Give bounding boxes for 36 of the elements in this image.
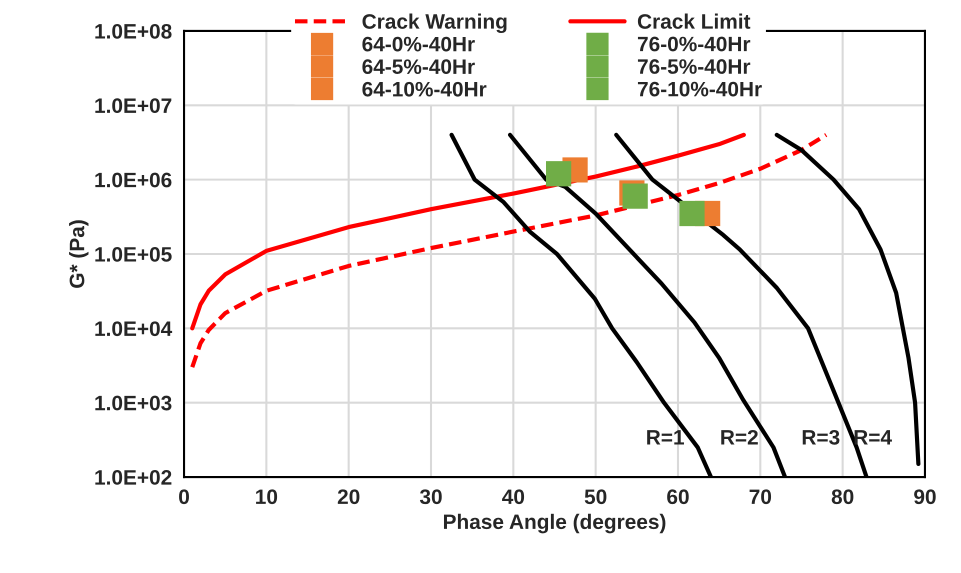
y-tick-label: 1.0E+07 bbox=[95, 98, 172, 114]
legend-label: 76-5%-40Hr bbox=[638, 59, 750, 74]
annotation: R=1 bbox=[647, 430, 684, 444]
annotation: R=4 bbox=[854, 430, 892, 444]
x-tick-label: 50 bbox=[584, 489, 606, 504]
y-tick-label: 1.0E+04 bbox=[95, 321, 172, 336]
x-tick-label: 0 bbox=[179, 489, 189, 504]
x-tick-label: 30 bbox=[420, 489, 442, 504]
legend-label: 76-0%-40Hr bbox=[638, 36, 750, 52]
y-axis-title: G* (Pa) bbox=[69, 220, 88, 288]
line-series bbox=[774, 132, 920, 466]
point bbox=[679, 200, 705, 226]
legend-label: 64-10%-40Hr bbox=[362, 82, 486, 97]
legend-label: 64-5%-40Hr bbox=[362, 59, 475, 74]
x-tick-label: 20 bbox=[338, 489, 360, 504]
legend-label: 76-10%-40Hr bbox=[638, 82, 762, 96]
x-tick-label: 40 bbox=[502, 489, 524, 504]
x-tick-label: 70 bbox=[750, 489, 772, 504]
line-series bbox=[190, 132, 828, 370]
x-tick-label: 10 bbox=[256, 489, 278, 504]
y-tick-label: 1.0E+06 bbox=[95, 172, 172, 188]
x-tick-label: 90 bbox=[914, 489, 936, 504]
legend-label: 64-0%-40Hr bbox=[362, 36, 475, 52]
point bbox=[546, 161, 572, 186]
y-tick-label: 1.0E+08 bbox=[95, 24, 172, 39]
y-tick-label: 1.0E+05 bbox=[95, 246, 172, 262]
y-tick-label: 1.0E+03 bbox=[95, 396, 172, 410]
annotation: R=2 bbox=[721, 430, 758, 444]
legend-label: Crack Limit bbox=[638, 14, 750, 29]
legend-label: Crack Warning bbox=[362, 14, 506, 34]
line-series bbox=[190, 132, 746, 330]
y-tick-label: 1.0E+02 bbox=[95, 470, 172, 485]
x-axis-title: Phase Angle (degrees) bbox=[444, 514, 666, 534]
x-tick-label: 80 bbox=[832, 489, 854, 504]
x-tick-label: 60 bbox=[667, 489, 689, 504]
annotation: R=3 bbox=[802, 430, 840, 445]
